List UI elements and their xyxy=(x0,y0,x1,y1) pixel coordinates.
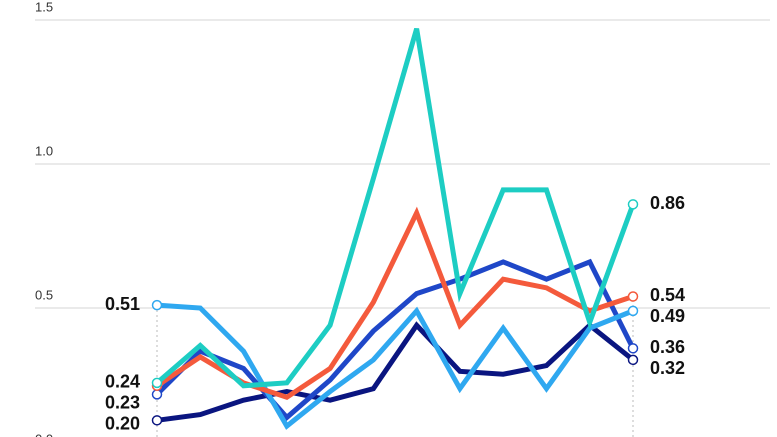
series-line xyxy=(155,27,636,389)
end-marker xyxy=(151,299,163,311)
end-marker xyxy=(151,415,163,426)
series-line xyxy=(155,258,636,421)
value-label: 0.51 xyxy=(105,294,140,314)
value-label: 0.54 xyxy=(650,285,685,305)
end-marker xyxy=(627,305,639,317)
series-line xyxy=(156,302,634,430)
y-tick-label: 1.0 xyxy=(35,143,53,158)
end-marker xyxy=(151,377,163,389)
value-label: 0.36 xyxy=(650,337,685,357)
value-label: 0.23 xyxy=(105,393,140,413)
end-marker xyxy=(627,199,639,210)
end-marker xyxy=(627,291,639,302)
y-tick-label: 0.0 xyxy=(35,431,53,437)
end-marker xyxy=(151,389,163,400)
value-label: 0.49 xyxy=(650,306,685,326)
end-marker xyxy=(627,354,639,366)
value-label: 0.86 xyxy=(650,193,685,213)
value-label: 0.11 xyxy=(106,435,140,437)
value-label: 0.20 xyxy=(105,414,140,434)
value-label: 0.24 xyxy=(105,372,140,392)
series-line xyxy=(156,321,635,423)
value-label: 0.32 xyxy=(650,358,685,378)
y-tick-label: 0.5 xyxy=(35,287,53,302)
y-tick-label: 1.5 xyxy=(35,0,53,14)
end-marker xyxy=(627,343,639,354)
